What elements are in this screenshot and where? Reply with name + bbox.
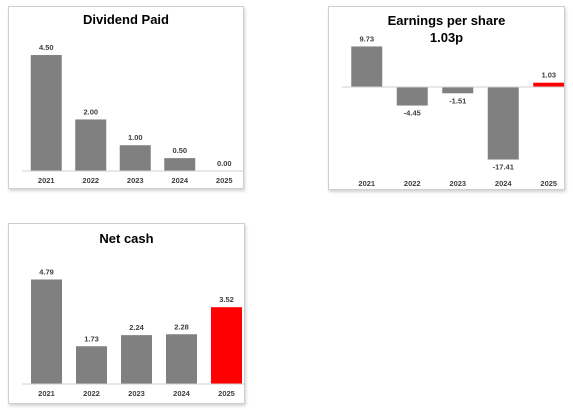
dividend-paid-svg: Dividend Paid 4.50 2021 2.00 2022 1.00 2023 0.5…	[22, 12, 243, 185]
data-label-2024: -17.41	[493, 163, 514, 172]
data-label-2023: 1.00	[128, 133, 143, 142]
bar-2022	[76, 346, 107, 384]
data-label-2021: 9.73	[359, 34, 374, 43]
bar-2025	[211, 307, 242, 384]
x-tick-2024: 2024	[171, 176, 189, 185]
chart-subtitle: 1.03p	[430, 30, 463, 45]
bar-2021	[30, 55, 62, 171]
x-tick-2021: 2021	[38, 389, 55, 398]
data-label-2024: 0.50	[172, 146, 187, 155]
x-tick-2024: 2024	[495, 179, 513, 188]
data-label-2025: 3.52	[219, 295, 234, 304]
chart-title: Net cash	[99, 231, 153, 246]
data-label-2022: 1.73	[84, 334, 99, 343]
x-tick-2025: 2025	[218, 389, 235, 398]
x-tick-2023: 2023	[128, 389, 145, 398]
data-label-2025: 0.00	[217, 159, 232, 168]
data-label-2022: -4.45	[404, 109, 421, 118]
bar-2022	[396, 87, 428, 106]
bar-2024	[487, 87, 519, 160]
chart-title: Earnings per share	[388, 13, 506, 28]
bar-2023	[119, 145, 151, 171]
data-label-2021: 4.79	[39, 267, 54, 276]
x-tick-2025: 2025	[216, 176, 233, 185]
x-tick-2022: 2022	[82, 176, 99, 185]
bar-2023	[442, 87, 474, 94]
data-label-2022: 2.00	[83, 107, 98, 116]
earnings-per-share-chart: Earnings per share 1.03p 9.73 2021 -4.45 2022…	[328, 6, 565, 190]
data-label-2023: -1.51	[449, 96, 466, 105]
x-tick-2023: 2023	[127, 176, 144, 185]
x-tick-2021: 2021	[38, 176, 55, 185]
x-tick-2021: 2021	[358, 179, 375, 188]
earnings-per-share-svg: Earnings per share 1.03p 9.73 2021 -4.45 2022…	[342, 13, 564, 188]
x-tick-2022: 2022	[404, 179, 421, 188]
chart-title: Dividend Paid	[83, 12, 169, 27]
bar-2023	[121, 335, 152, 384]
x-tick-2024: 2024	[173, 389, 191, 398]
bar-2024	[164, 158, 196, 171]
bar-2021	[31, 279, 62, 384]
x-tick-2022: 2022	[83, 389, 100, 398]
data-label-2023: 2.24	[129, 323, 144, 332]
data-label-2025: 1.03	[541, 71, 556, 80]
data-label-2021: 4.50	[39, 43, 54, 52]
net-cash-chart: Net cash 4.79 2021 1.73 2022 2.24 2023 2.28 2024…	[8, 223, 245, 404]
x-tick-2023: 2023	[449, 179, 466, 188]
net-cash-svg: Net cash 4.79 2021 1.73 2022 2.24 2023 2.28 2024…	[22, 231, 244, 398]
bar-2021	[351, 46, 383, 87]
x-tick-2025: 2025	[540, 179, 557, 188]
bar-2022	[75, 119, 107, 171]
bar-2024	[166, 334, 197, 384]
data-label-2024: 2.28	[174, 322, 189, 331]
dividend-paid-chart: Dividend Paid 4.50 2021 2.00 2022 1.00 2023 0.5…	[8, 6, 244, 189]
bar-2025	[533, 82, 564, 87]
